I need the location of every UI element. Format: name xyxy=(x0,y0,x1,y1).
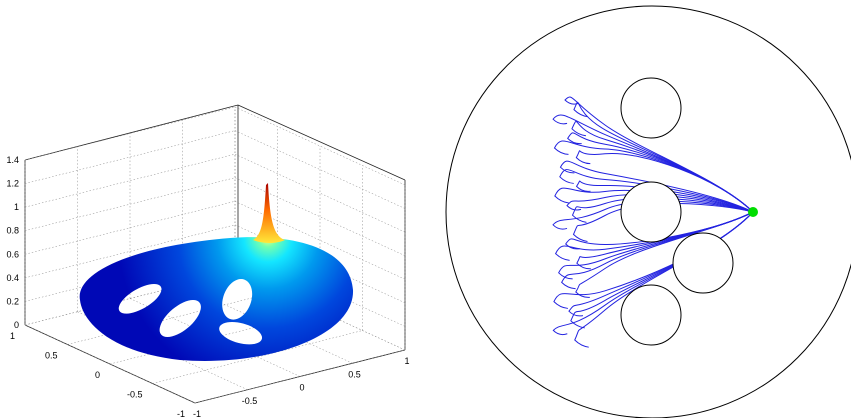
surface-domain xyxy=(79,237,354,361)
z-tick-label: 0.2 xyxy=(6,296,19,306)
grid-line xyxy=(24,153,236,208)
grid-line xyxy=(152,330,363,384)
x-tick-label: -0.5 xyxy=(242,396,258,406)
z-tick-label: 1.2 xyxy=(6,179,19,189)
y-tick-label: -1 xyxy=(177,409,185,418)
x-tick-label: -1 xyxy=(193,409,201,418)
surface xyxy=(79,183,354,361)
trajectory-line xyxy=(575,180,754,213)
z-tick-label: 0 xyxy=(14,320,19,330)
trajectory-line xyxy=(559,169,754,213)
z-tick-labels: 0 0.2 0.4 0.6 0.8 1 1.2 1.4 xyxy=(6,155,19,330)
obstacle-3 xyxy=(672,232,734,294)
y-tick-label: 0.5 xyxy=(45,351,58,361)
grid-line xyxy=(194,349,406,404)
trajectory-plot xyxy=(445,5,851,418)
x-tick-label: 1 xyxy=(404,356,409,366)
outer-boundary xyxy=(445,5,851,418)
grid-line xyxy=(24,201,236,255)
trajectories xyxy=(552,96,754,348)
grid-line xyxy=(234,153,406,233)
grid-line xyxy=(24,177,236,231)
y-tick-labels: -1 -0.5 0 0.5 1 xyxy=(10,331,185,418)
source-marker xyxy=(748,207,758,217)
z-tick-label: 0.4 xyxy=(6,273,19,283)
trajectory-line xyxy=(554,187,754,213)
y-tick-label: 0 xyxy=(95,370,100,380)
z-tick-label: 0.8 xyxy=(6,226,19,236)
grid-line xyxy=(67,291,278,345)
grid-line xyxy=(24,106,236,161)
trajectory-line xyxy=(566,194,754,213)
z-tick-label: 1 xyxy=(14,202,19,212)
y-tick-label: 1 xyxy=(10,331,15,341)
trajectory-line xyxy=(575,211,754,298)
y-tick-label: -0.5 xyxy=(127,390,143,400)
trajectory-line xyxy=(559,160,754,213)
obstacle-1 xyxy=(620,77,682,139)
grid-line xyxy=(24,248,236,302)
trajectory-line xyxy=(552,200,754,230)
x-tick-label: 0 xyxy=(299,383,304,393)
grid-line xyxy=(24,271,236,326)
grid-line xyxy=(109,310,321,365)
grid-line xyxy=(24,130,236,184)
trajectory-line xyxy=(572,202,754,242)
z-tick-label: 1.4 xyxy=(6,155,19,165)
obstacle-4 xyxy=(620,284,682,346)
obstacles xyxy=(620,77,734,346)
x-tick-label: 0.5 xyxy=(348,369,361,379)
grid-lines xyxy=(24,106,406,404)
surface-plot: -1 -0.5 0 0.5 1 -1 -0.5 0 0.5 1 0 0.2 0.4 0.6 0.8 1 1.… xyxy=(6,104,410,418)
grid-line xyxy=(24,224,236,279)
obstacle-2 xyxy=(620,181,682,243)
trajectory-line xyxy=(571,197,754,223)
surface-peak xyxy=(253,183,285,243)
trajectory-line xyxy=(575,150,754,213)
z-tick-label: 0.6 xyxy=(6,249,19,259)
x-tick-labels: -1 -0.5 0 0.5 1 xyxy=(193,356,410,418)
